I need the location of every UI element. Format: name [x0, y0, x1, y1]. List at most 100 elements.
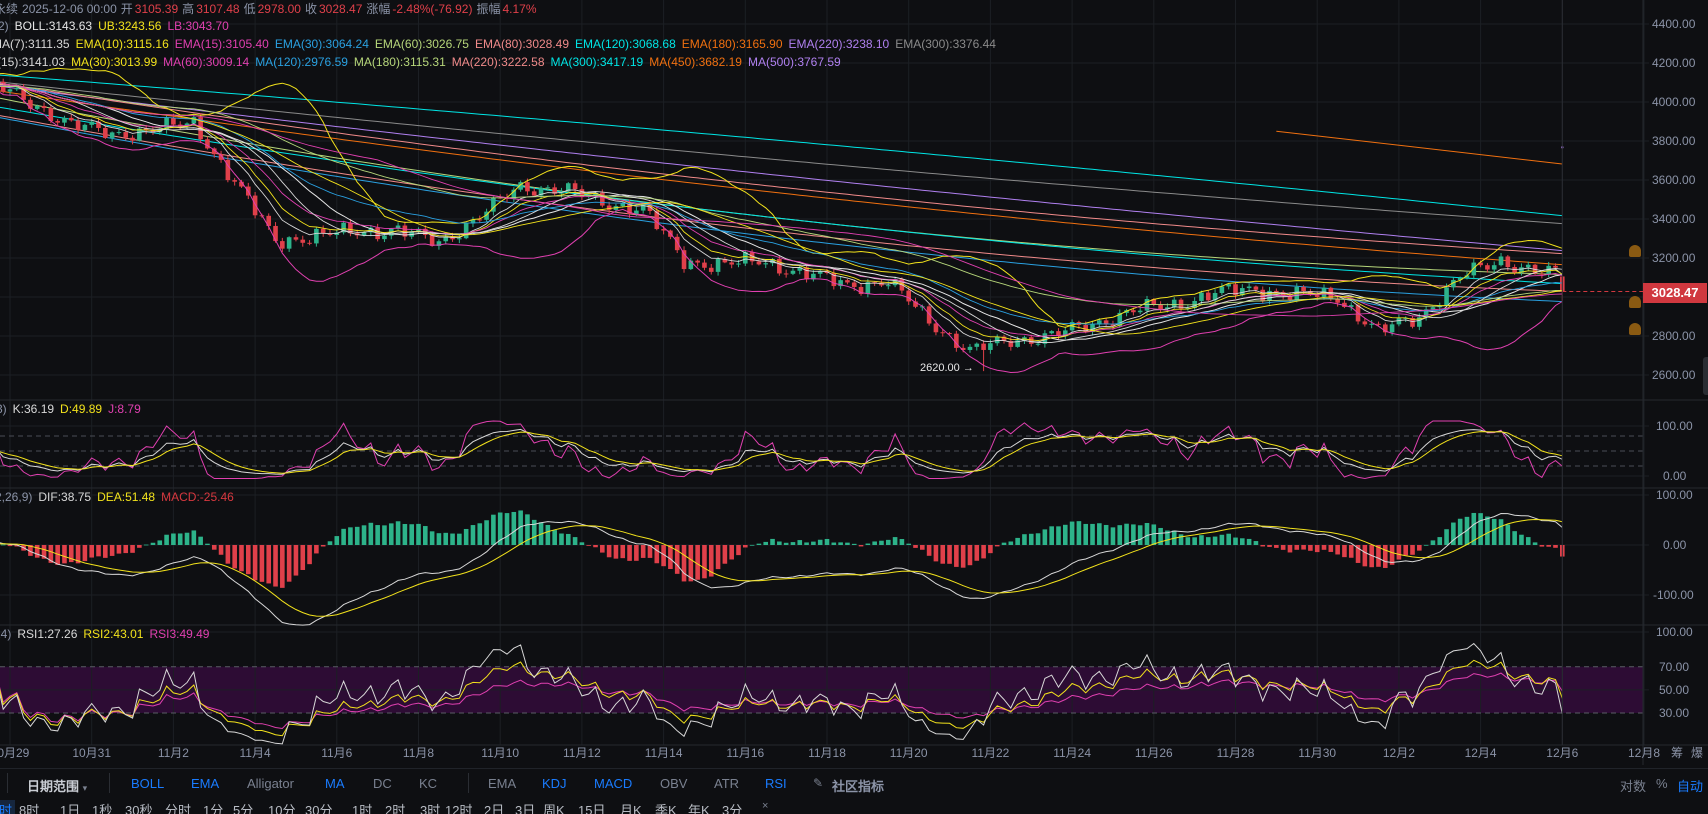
- overlay-indicator-boll[interactable]: BOLL: [131, 776, 165, 791]
- macd-histogram-bar: [525, 514, 530, 545]
- macd-histogram-bar: [1328, 545, 1334, 552]
- candle: [1226, 282, 1231, 290]
- candle-body: [1423, 309, 1429, 318]
- candle-body: [708, 267, 714, 272]
- candle-body: [48, 108, 54, 122]
- community-indicators-button[interactable]: 社区指标: [832, 779, 885, 794]
- timeframe-option[interactable]: 5分: [233, 803, 254, 814]
- sub-indicator-obv[interactable]: OBV: [660, 776, 688, 791]
- candle-body: [1246, 286, 1252, 289]
- percent-scale-button[interactable]: %: [1656, 776, 1668, 791]
- timeframe-option[interactable]: 分时: [165, 803, 192, 814]
- alert-bell-icon[interactable]: [1629, 323, 1641, 335]
- candle-body: [1131, 310, 1136, 313]
- macd-histogram-bar: [218, 545, 224, 555]
- alert-bell-icon[interactable]: [1629, 296, 1641, 308]
- timeframe-option[interactable]: 12时: [445, 803, 473, 814]
- macd-histogram-bar: [940, 545, 946, 564]
- timeframe-option[interactable]: 3日: [515, 803, 536, 814]
- kdj-legend-item: J:8.79: [108, 402, 141, 416]
- candle-body: [116, 132, 122, 134]
- timeframe-option[interactable]: 月K: [620, 803, 642, 814]
- candle-body: [511, 189, 517, 199]
- timeframe-option[interactable]: 30分: [305, 803, 333, 814]
- candle: [232, 177, 237, 186]
- candle-body: [314, 228, 319, 244]
- high-label: 高: [182, 2, 195, 16]
- macd-histogram-bar: [1430, 540, 1436, 545]
- time-axis-label: 11月12: [562, 746, 601, 760]
- macd-histogram-bar: [1396, 545, 1402, 560]
- timeframe-option[interactable]: 周K: [543, 803, 565, 814]
- timeframe-option[interactable]: 30秒: [125, 803, 153, 814]
- log-scale-button[interactable]: 对数: [1620, 779, 1647, 794]
- candle: [1498, 252, 1504, 267]
- auto-scale-button[interactable]: 自动: [1677, 779, 1704, 794]
- macd-histogram-bar: [736, 545, 741, 556]
- liquidation-button[interactable]: 爆: [1690, 746, 1704, 760]
- sub-indicator-kdj[interactable]: KDJ: [542, 776, 567, 791]
- candle: [1103, 318, 1109, 327]
- candle: [722, 256, 728, 264]
- candle-body: [722, 259, 728, 263]
- ema220-line: [0, 85, 1563, 252]
- overlay-indicator-alligator[interactable]: Alligator: [247, 776, 294, 791]
- chips-button[interactable]: 筹: [1670, 746, 1684, 760]
- candle: [1444, 283, 1449, 308]
- sub-indicator-macd[interactable]: MACD: [594, 776, 633, 791]
- timeframe-option[interactable]: 1时: [352, 803, 373, 814]
- price-axis-label: 4000.00: [1652, 95, 1696, 109]
- rsi-axis-label: 70.00: [1659, 659, 1690, 674]
- candle-body: [239, 181, 244, 187]
- macd-histogram-bar: [763, 541, 769, 545]
- alert-bell-icon[interactable]: [1629, 245, 1641, 257]
- divider: [7, 773, 8, 793]
- timeframe-option[interactable]: 3分: [722, 803, 743, 814]
- timeframe-option[interactable]: 年K: [688, 803, 710, 814]
- timeframe-option[interactable]: 时: [0, 800, 16, 814]
- scroll-handle[interactable]: [1703, 357, 1708, 395]
- timeframe-option[interactable]: 8时: [19, 803, 40, 814]
- macd-histogram-bar: [150, 542, 156, 545]
- overlay-indicator-ma[interactable]: MA: [325, 776, 345, 791]
- macd-histogram-bar: [477, 523, 483, 545]
- macd-histogram-bar: [634, 545, 639, 561]
- macd-histogram-bar: [286, 545, 292, 582]
- time-axis-label: 11月30: [1298, 746, 1337, 760]
- timeframe-option[interactable]: 2日: [484, 803, 505, 814]
- candle: [218, 150, 224, 163]
- date-range-dropdown[interactable]: 日期范围 ▾: [27, 776, 87, 795]
- candle-body: [525, 182, 530, 192]
- main-pane: [0, 67, 1565, 374]
- candle: [320, 225, 326, 237]
- sub-indicator-atr[interactable]: ATR: [714, 776, 740, 791]
- divider: [468, 773, 469, 793]
- candle: [137, 126, 142, 142]
- timeframe-option[interactable]: 2时: [385, 803, 406, 814]
- ema80-line: [0, 115, 1563, 292]
- close-label: 收: [304, 2, 317, 16]
- overlay-indicator-dc[interactable]: DC: [373, 776, 392, 791]
- sub-indicator-rsi[interactable]: RSI: [765, 776, 787, 791]
- macd-histogram-bar: [654, 545, 660, 564]
- rsi-axis-label: 100.00: [1656, 625, 1693, 639]
- overlay-indicator-kc[interactable]: KC: [419, 776, 438, 791]
- timeframe-option[interactable]: 10分: [268, 803, 296, 814]
- timeframe-option[interactable]: 1日: [60, 803, 81, 814]
- close-timeframes-icon[interactable]: ×: [762, 800, 769, 812]
- candle-body: [484, 211, 489, 220]
- candle-body: [286, 237, 292, 249]
- macd-histogram-bar: [1192, 537, 1197, 545]
- period-low-value: 2620.00: [920, 362, 960, 374]
- timeframe-option[interactable]: 季K: [655, 803, 677, 814]
- timeframe-option[interactable]: 15日: [578, 803, 606, 814]
- timeframe-option[interactable]: 3时: [420, 803, 441, 814]
- candle-body: [1042, 333, 1048, 344]
- candle-body: [395, 225, 401, 229]
- timeframe-option[interactable]: 1分: [203, 803, 224, 814]
- overlay-indicator-ema[interactable]: EMA: [191, 776, 220, 791]
- sub-indicator-ema[interactable]: EMA: [488, 776, 517, 791]
- timeframe-option[interactable]: 1秒: [92, 803, 113, 814]
